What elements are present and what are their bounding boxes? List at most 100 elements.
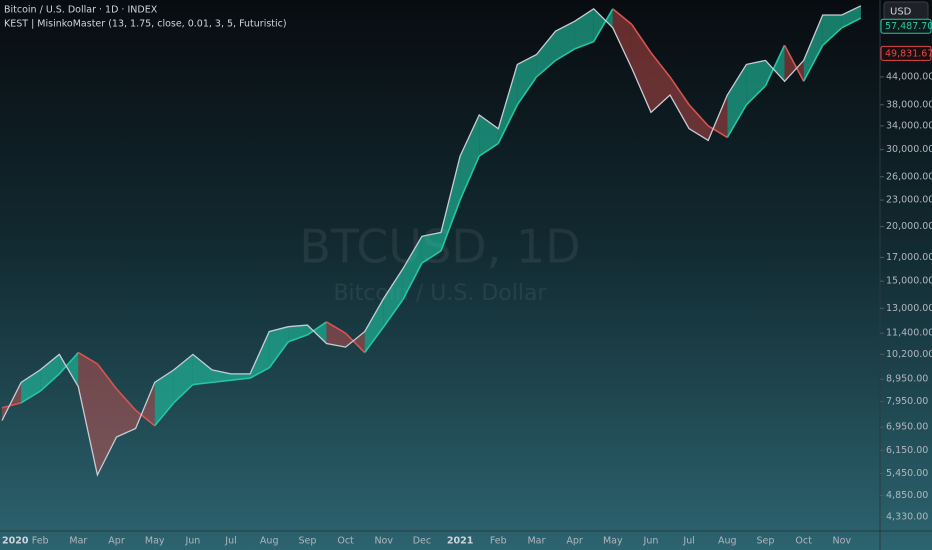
y-tick-label: 38,000.00 (886, 99, 932, 110)
x-tick-label: Nov (374, 536, 393, 547)
band-line (249, 367, 270, 379)
band-line (230, 377, 251, 382)
band-line (688, 104, 709, 127)
band-line (77, 351, 98, 365)
y-tick-label: 11,400.00 (886, 328, 932, 339)
x-tick-label: Oct (337, 536, 354, 547)
x-tick-label: Jul (682, 536, 694, 547)
price-label: 49,831.67 (885, 48, 932, 59)
band-line (306, 321, 327, 336)
band-line (764, 44, 786, 87)
band-fill (402, 236, 422, 300)
band-fill (192, 354, 212, 385)
x-tick-label: Feb (490, 536, 507, 547)
band-fill (421, 232, 441, 264)
band-line (478, 142, 499, 157)
band-fill (383, 268, 403, 327)
band-line (173, 383, 194, 404)
band-line (440, 199, 461, 252)
band-line (96, 363, 118, 390)
band-line (802, 44, 824, 82)
band-line (841, 17, 862, 29)
price-line (1, 5, 862, 477)
y-tick-label: 10,200.00 (886, 349, 932, 360)
band-fill (517, 54, 537, 105)
band-line (115, 388, 137, 411)
band-fill (746, 60, 766, 105)
y-tick-label: 23,000.00 (886, 195, 932, 206)
x-tick-label: Nov (833, 536, 852, 547)
x-tick-label: Apr (108, 536, 125, 547)
band-fill (536, 31, 556, 77)
band-fill (21, 369, 41, 403)
x-tick-label: 2021 (447, 536, 473, 547)
band-fill (116, 388, 136, 437)
band-line (192, 381, 213, 386)
band-line (288, 334, 308, 343)
x-tick-label: Oct (795, 536, 812, 547)
band-line (745, 85, 767, 106)
plot (1, 5, 862, 477)
y-tick-label: 15,000.00 (886, 276, 932, 287)
x-tick-label: Sep (298, 536, 316, 547)
y-tick-label: 13,000.00 (886, 303, 932, 314)
x-tick-label: Dec (413, 536, 431, 547)
band-line (574, 40, 594, 50)
band-fill (803, 14, 823, 82)
y-tick-label: 8,950.00 (886, 374, 928, 385)
band-fill (135, 382, 155, 429)
band-line (707, 125, 728, 139)
band-line (726, 104, 748, 138)
x-tick-label: Jun (643, 536, 659, 547)
band-line (383, 299, 404, 328)
band-line (135, 409, 156, 427)
band-fill (231, 373, 251, 381)
band-line (459, 155, 480, 201)
y-tick-label: 6,150.00 (886, 445, 928, 456)
band-line (497, 104, 519, 144)
price-label-box (880, 18, 932, 34)
band-line (39, 373, 60, 392)
band-line (535, 59, 557, 78)
x-tick-label: Jul (224, 536, 236, 547)
x-tick-label: Sep (757, 536, 775, 547)
x-tick-label: May (145, 536, 165, 547)
band-line (631, 24, 652, 54)
price-label: 57,487.70 (885, 21, 932, 32)
y-tick-label: 17,000.00 (886, 252, 932, 263)
band-line (421, 250, 442, 264)
band-fill (441, 156, 461, 251)
y-tick-label: 30,000.00 (886, 144, 932, 155)
band-line (612, 8, 633, 26)
x-tick-label: Mar (527, 536, 545, 547)
band-fill (154, 369, 174, 426)
band-line (154, 402, 175, 427)
y-tick-label: 34,000.00 (886, 120, 932, 131)
price-label-box (880, 45, 932, 61)
band-line (516, 76, 538, 106)
band-line (58, 351, 79, 375)
band-line (650, 52, 671, 78)
watermark-subtitle: Bitcoin / U.S. Dollar (333, 281, 547, 306)
band-fill (97, 363, 117, 476)
y-tick-label: 5,450.00 (886, 468, 928, 479)
band-fill (612, 8, 632, 69)
band-line (20, 390, 41, 404)
band-fill (822, 14, 842, 46)
x-tick-label: Aug (260, 536, 279, 547)
y-tick-label: 26,000.00 (886, 171, 932, 182)
band-line (344, 332, 366, 354)
band-fill (841, 5, 861, 28)
y-tick-label: 6,950.00 (886, 422, 928, 433)
band-line (669, 76, 690, 106)
currency-label[interactable]: USD (890, 7, 912, 18)
band-line (326, 321, 346, 334)
y-tick-label: 4,330.00 (886, 511, 928, 522)
x-tick-label: May (603, 536, 623, 547)
band-line (783, 44, 805, 82)
band-fill (40, 354, 60, 392)
band-fill (727, 64, 747, 138)
band-line (211, 379, 232, 384)
